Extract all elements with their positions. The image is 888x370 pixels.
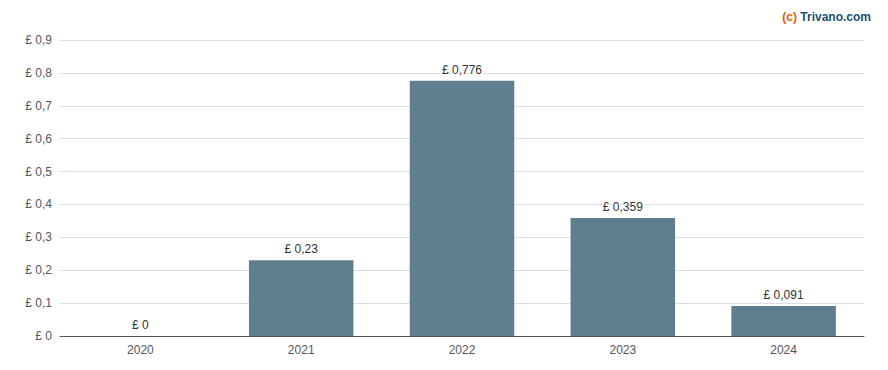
svg-text:£ 0,1: £ 0,1	[25, 296, 52, 310]
svg-text:2022: 2022	[449, 343, 476, 357]
svg-text:£ 0,6: £ 0,6	[25, 132, 52, 146]
svg-text:£ 0,5: £ 0,5	[25, 165, 52, 179]
svg-text:£ 0: £ 0	[35, 329, 52, 343]
svg-text:£ 0,8: £ 0,8	[25, 66, 52, 80]
svg-text:£ 0,359: £ 0,359	[603, 200, 643, 214]
svg-text:2021: 2021	[288, 343, 315, 357]
svg-text:£ 0,4: £ 0,4	[25, 197, 52, 211]
svg-text:£ 0,9: £ 0,9	[25, 33, 52, 47]
svg-text:2020: 2020	[127, 343, 154, 357]
svg-text:£ 0,2: £ 0,2	[25, 263, 52, 277]
svg-text:£ 0,7: £ 0,7	[25, 99, 52, 113]
svg-text:(c): (c)	[782, 10, 797, 24]
svg-text:Trivano.com: Trivano.com	[800, 10, 871, 24]
svg-text:£ 0,091: £ 0,091	[764, 288, 804, 302]
svg-text:£ 0,3: £ 0,3	[25, 230, 52, 244]
svg-text:2024: 2024	[770, 343, 797, 357]
svg-text:2023: 2023	[609, 343, 636, 357]
svg-text:£ 0: £ 0	[132, 318, 149, 332]
svg-text:£ 0,23: £ 0,23	[285, 242, 319, 256]
svg-text:£ 0,776: £ 0,776	[442, 63, 482, 77]
